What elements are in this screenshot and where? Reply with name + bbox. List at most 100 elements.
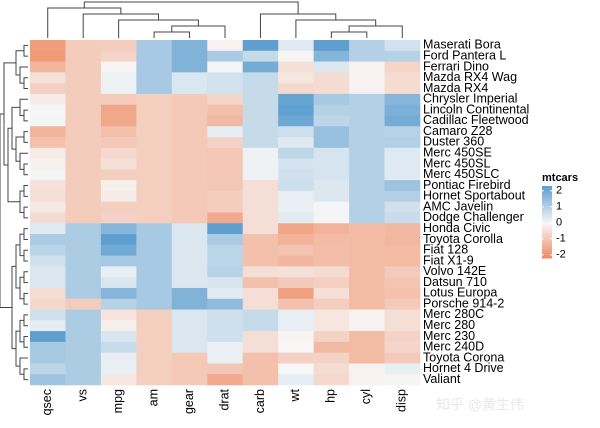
heatmap-cell [136,266,173,278]
row-label: Ferrari Dino [423,59,489,73]
legend-swatch [542,196,552,200]
heatmap-cell [100,169,137,181]
heatmap-cell [100,352,137,364]
heatmap-cell [65,137,102,149]
heatmap-cell [136,190,173,203]
heatmap-cell [30,158,66,170]
heatmap-cell [313,352,350,364]
heatmap-cell [136,72,173,84]
heatmap-cell [30,201,66,213]
heatmap-cell [100,72,137,84]
legend-swatch [542,225,552,228]
row-label: Camaro Z28 [423,124,493,138]
heatmap-cell [207,115,244,127]
heatmap-cell [349,83,385,95]
heatmap-cell [65,61,102,73]
heatmap-cell [313,190,350,203]
heatmap-cell [171,93,208,105]
heatmap-cell [384,93,421,105]
heatmap-cell [242,234,279,246]
row-label: Datsun 710 [423,275,487,289]
heatmap-cell [171,234,208,246]
heatmap-cell [278,287,314,300]
heatmap-cell [384,104,421,116]
heatmap-cell [100,363,137,375]
heatmap-cell [136,61,173,73]
legend-swatch [542,231,552,234]
heatmap-cell [278,93,314,105]
heatmap-cell [313,104,350,116]
heatmap-cell [207,40,244,52]
row-label: Merc 280C [423,307,484,321]
heatmap-cell [136,277,173,289]
heatmap-cell [30,147,66,159]
heatmap-cell [384,277,421,289]
heatmap-cell [207,169,244,181]
heatmap-cell [30,61,66,73]
heatmap-cell [30,40,66,52]
heatmap-cell [136,223,173,235]
heatmap-cell [349,169,385,181]
heatmap-cell [136,115,173,127]
heatmap-cell [313,169,350,181]
heatmap-cell [278,298,314,310]
heatmap-cell [384,352,421,364]
heatmap-cell [30,277,66,289]
heatmap-cell [100,50,137,62]
heatmap-cell [100,104,137,116]
heatmap-cell [242,115,279,127]
heatmap-cell [171,255,208,267]
heatmap-cell [171,309,208,321]
column-label: wt [288,388,302,402]
heatmap-cell [207,374,244,386]
heatmap-cell [349,72,385,84]
heatmap-cell [349,201,385,213]
heatmap-cell [65,309,102,321]
heatmap-cell [207,83,244,95]
heatmap-cell [65,374,102,386]
heatmap-cell [30,72,66,84]
heatmap-cell [207,201,244,213]
heatmap-cell [313,201,350,213]
legend-swatch [542,229,552,232]
heatmap-cell [278,40,314,52]
heatmap-cell [65,212,102,224]
heatmap-cell [278,363,314,375]
heatmap-cell [349,180,385,192]
row-label: Pontiac Firebird [423,178,511,192]
column-label: cyl [359,389,373,404]
heatmap-cell [313,266,350,278]
heatmap-cell [65,234,102,246]
heatmap-cell [30,169,66,181]
heatmap-cell [100,212,137,224]
heatmap-cell [65,352,102,364]
heatmap-cell [349,374,385,386]
heatmap-cell [384,234,421,246]
heatmap-cell [136,137,173,149]
heatmap-cell [384,287,421,300]
legend-swatch [542,247,552,250]
heatmap-cell [171,147,208,159]
heatmap-cell [171,212,208,224]
heatmap-cell [207,298,244,310]
heatmap-cell [207,93,244,105]
heatmap-cell [65,266,102,278]
legend-swatch [542,238,552,241]
heatmap-cell [30,180,66,192]
heatmap-cell [384,83,421,95]
heatmap-cell [242,180,279,192]
heatmap-cell [242,331,279,343]
heatmap-cell [278,83,314,95]
heatmap-cell [65,223,102,235]
heatmap-cell [349,61,385,73]
heatmap-cell [136,320,173,332]
heatmap-cell [30,223,66,235]
heatmap-cell [278,331,314,343]
heatmap-cell [349,244,385,256]
heatmap-cell [242,72,279,84]
legend-swatch [542,205,552,209]
heatmap-cell [242,201,279,213]
heatmap-cell [207,180,244,192]
heatmap-cell [100,331,137,343]
row-label: Mazda RX4 Wag [423,70,517,84]
